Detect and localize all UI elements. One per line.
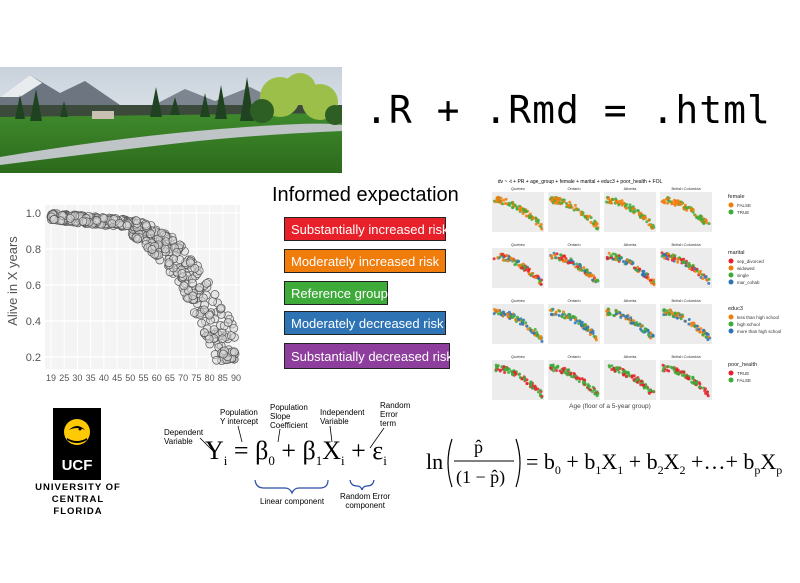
scatter-x-tick: 60 (152, 373, 162, 383)
facet-strip-label: Quebec (511, 242, 525, 247)
facet-strip-label: Alberta (624, 354, 637, 359)
scatter-y-label: Alive in X years (5, 236, 20, 326)
label-linear-component: Linear component (260, 497, 325, 506)
label-intercept: Population Y intercept (220, 408, 259, 426)
facet-strip-label: Ontario (567, 298, 581, 303)
scatter-x-tick: 90 (231, 373, 241, 383)
facet-strip-label: Ontario (567, 242, 581, 247)
facet-title: dv ~ -t + PR + age_group + female + mari… (498, 179, 663, 185)
logit-equation: ln p̂ (1 − p̂) = b0 + b1X1 + b2X2 +…+ bp… (426, 437, 782, 488)
label-error: Random Error term (380, 401, 411, 428)
facet-legend-item: high school (737, 322, 760, 327)
facet-strip-label: British Columbia (671, 242, 701, 247)
formula-title: .R + .Rmd = .html (365, 88, 771, 132)
scatter-x-tick: 30 (72, 373, 82, 383)
facet-strip-label: Quebec (511, 354, 525, 359)
facet-strip-label: British Columbia (671, 354, 701, 359)
scatter-y-tick: 1.0 (26, 208, 41, 220)
label-independent: Independent Variable (320, 408, 365, 426)
scatter-x-tick: 25 (59, 373, 69, 383)
regression-equation: Dependent Variable Population Y intercept … (160, 398, 410, 518)
facet-legend-item: sep_divorced (737, 259, 764, 264)
scatter-y-tick: 0.2 (26, 352, 41, 364)
annotation-arrows (199, 425, 385, 495)
facet-legend-item: FALSE (737, 203, 751, 208)
facet-legend-item: single (737, 273, 749, 278)
facet-strip-label: Alberta (624, 186, 637, 191)
facet-strip-label: Quebec (511, 298, 525, 303)
scatter-x-tick: 55 (138, 373, 148, 383)
facet-strip-label: Quebec (511, 186, 525, 191)
facet-strip-label: Alberta (624, 298, 637, 303)
ucf-caption-line1: UNIVERSITY OF (35, 482, 121, 493)
facet-legend-item: more than high school (737, 329, 781, 334)
label-dependent: Dependent Variable (164, 428, 204, 446)
facet-legend-title: educ3 (728, 306, 743, 312)
ucf-logo: UCF (53, 408, 101, 480)
facet-legend-item: less than high school (737, 315, 779, 320)
scatter-x-tick: 19 (46, 373, 56, 383)
facet-strip-label: British Columbia (671, 186, 701, 191)
scatter-y-tick: 0.4 (26, 316, 41, 328)
scatter-x-tick: 45 (112, 373, 122, 383)
faceted-survival-chart: dv ~ -t + PR + age_group + female + mari… (492, 179, 781, 410)
facet-legend-title: female (728, 194, 745, 200)
facet-strip-label: British Columbia (671, 298, 701, 303)
facet-legend-item: TRUE (737, 371, 749, 376)
legend-item-moderately-decreased: Moderately decreased risk (284, 311, 446, 335)
scatter-x-tick: 70 (178, 373, 188, 383)
facet-strip-label: Ontario (567, 354, 581, 359)
scatter-x-tick: 80 (205, 373, 215, 383)
mountain-landscape-photo (0, 67, 342, 173)
facet-strip-label: Ontario (567, 186, 581, 191)
facet-x-label: Age (floor of a 5-year group) (569, 403, 651, 410)
scatter-x-tick: 85 (218, 373, 228, 383)
label-slope: Population Slope Coefficient (270, 403, 308, 430)
legend-title: Informed expectation (272, 184, 459, 206)
survival-scatter-plot: Alive in X years 1.0 0.8 0.6 0.4 0.2 19 25 30 3… (5, 205, 241, 383)
facet-legend-item: widowed (737, 266, 755, 271)
legend-item-moderately-increased: Moderately increased risk (284, 249, 446, 273)
svg-text:p̂: p̂ (474, 437, 483, 457)
svg-text:ln: ln (426, 449, 443, 474)
label-error-component: Random Error component (340, 492, 391, 510)
facet-legend-title: poor_health (728, 362, 757, 368)
scatter-x-tick: 65 (165, 373, 175, 383)
scatter-x-tick: 75 (191, 373, 201, 383)
svg-text:(1 − p̂): (1 − p̂) (456, 467, 505, 488)
facet-legend-item: FALSE (737, 378, 751, 383)
scatter-x-tick: 50 (125, 373, 135, 383)
ucf-caption: UNIVERSITY OF CENTRAL FLORIDA (28, 482, 128, 518)
facet-strip-label: Alberta (624, 242, 637, 247)
legend-item-substantially-increased: Substantially increased risk (284, 217, 449, 241)
facet-legend-item: TRUE (737, 210, 749, 215)
facet-legend-title: marital (728, 250, 745, 256)
regression-formula: Yi = β0 + β1Xi + εi (205, 436, 387, 469)
scatter-x-tick: 40 (99, 373, 109, 383)
facet-legend-item: mar_cohab (737, 280, 760, 285)
scatter-y-tick: 0.6 (26, 280, 41, 292)
legend-item-substantially-decreased: Substantially decreased risk (284, 343, 453, 369)
ucf-logo-mark: UCF (62, 457, 93, 474)
scatter-y-tick: 0.8 (26, 244, 41, 256)
scatter-x-tick: 35 (86, 373, 96, 383)
ucf-caption-line2: CENTRAL FLORIDA (51, 494, 105, 517)
svg-text:= b0 + b1X1 + b2X2 +…+ bpXp: = b0 + b1X1 + b2X2 +…+ bpXp (526, 449, 782, 477)
legend-item-reference: Reference group (284, 281, 388, 305)
